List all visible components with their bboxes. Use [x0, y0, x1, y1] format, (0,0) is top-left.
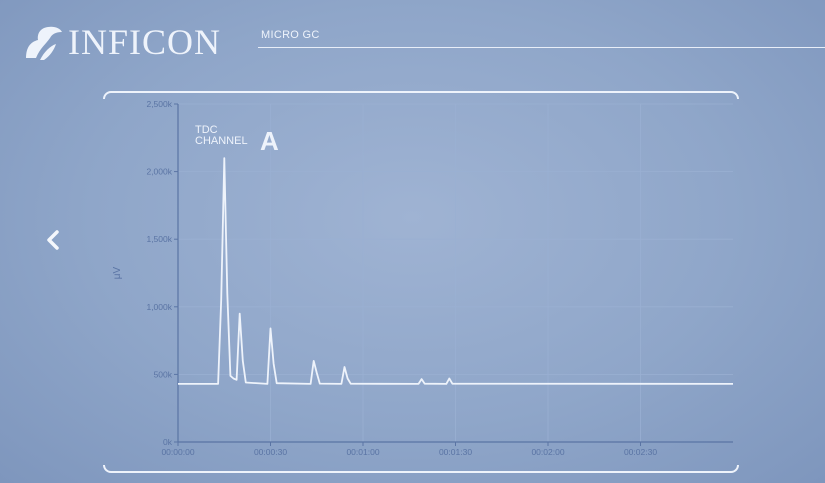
- channel-letter: A: [260, 126, 279, 156]
- x-tick-label: 00:01:30: [439, 447, 472, 457]
- y-tick-label: 2,000k: [146, 167, 172, 177]
- product-name: MICRO GC: [261, 29, 320, 41]
- y-axis-label: μV: [112, 266, 123, 279]
- chevron-left-icon: [47, 230, 59, 250]
- y-tick-label: 1,000k: [146, 302, 172, 312]
- header-divider: [258, 47, 825, 48]
- x-tick-label: 00:01:00: [346, 447, 379, 457]
- chromatogram-trace: [178, 157, 734, 385]
- channel-detector-type: TDC: [195, 124, 218, 136]
- y-tick-label: 2,500k: [146, 99, 172, 109]
- channel-label: CHANNEL: [195, 135, 248, 147]
- y-tick-label: 0k: [163, 437, 173, 447]
- x-tick-label: 00:00:30: [254, 447, 287, 457]
- y-tick-label: 500k: [154, 369, 173, 379]
- back-button[interactable]: [40, 224, 66, 256]
- app-header: INFICON MICRO GC: [0, 0, 825, 70]
- brand-name: INFICON: [68, 22, 222, 62]
- x-tick-label: 00:02:30: [624, 447, 657, 457]
- chart-frame-top: [103, 91, 739, 99]
- y-tick-label: 1,500k: [146, 234, 172, 244]
- chromatogram-chart: 0k 500k 1,000k 1,500k 2,000k 2,500k 00:00:00 00…: [110, 96, 740, 466]
- inficon-logo-icon: [26, 26, 62, 60]
- x-tick-label: 00:02:00: [531, 447, 564, 457]
- chart-frame-bottom: [103, 465, 739, 473]
- chromatogram-plot: 0k 500k 1,000k 1,500k 2,000k 2,500k 00:00:00 00…: [112, 99, 734, 457]
- x-tick-label: 00:00:00: [161, 447, 194, 457]
